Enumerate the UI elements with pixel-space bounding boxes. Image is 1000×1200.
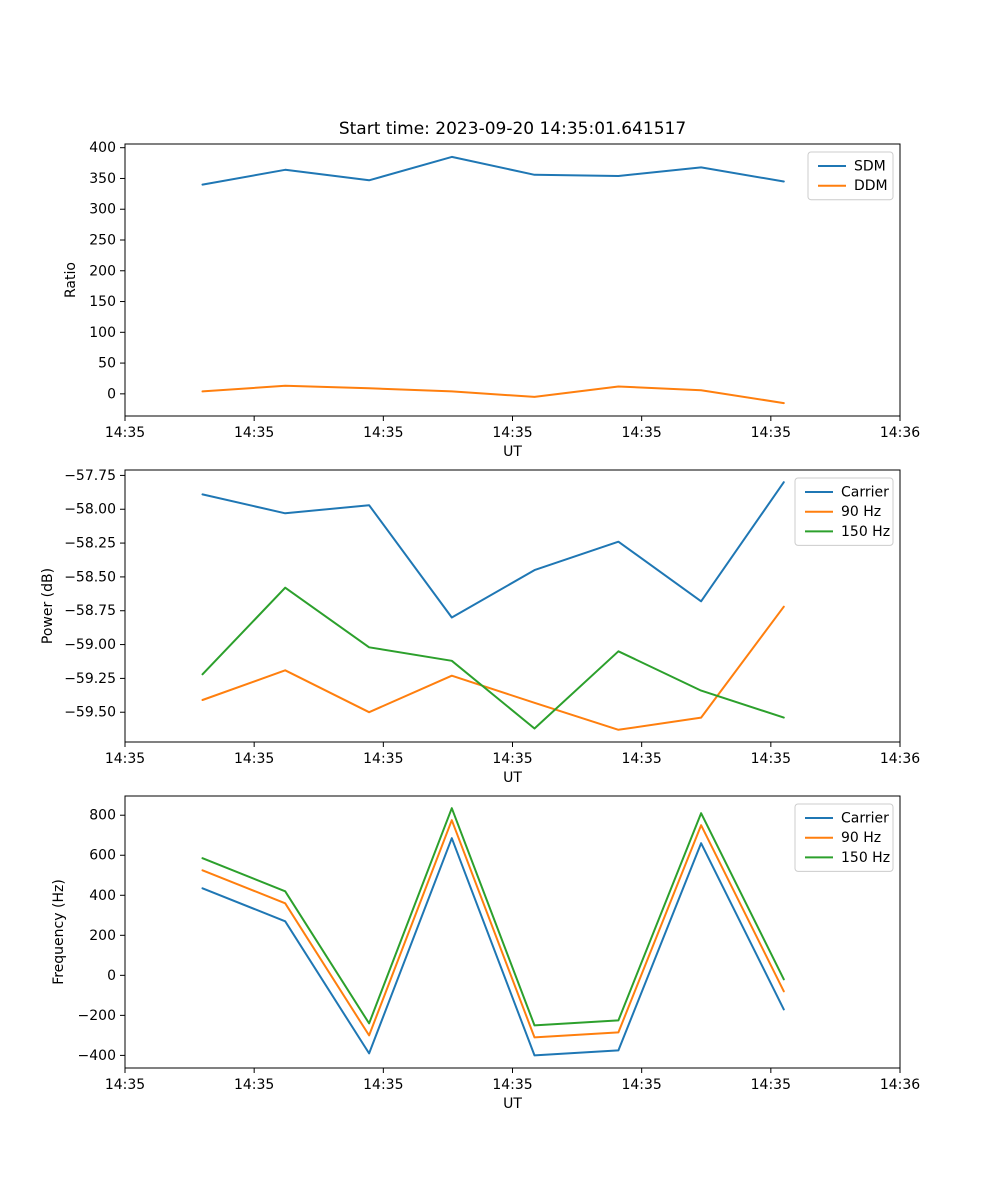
- y-axis-label: Frequency (Hz): [51, 879, 67, 985]
- y-tick-label: 250: [89, 233, 116, 249]
- y-tick-label: −58.50: [64, 569, 116, 585]
- legend-box: [794, 477, 894, 546]
- x-tick-label: 14:35: [751, 751, 791, 767]
- axes-frame: [124, 143, 901, 417]
- x-tick-label: 14:36: [880, 1077, 920, 1093]
- series-line-90-hz: [201, 605, 785, 731]
- legend: Carrier 90 Hz 150 Hz: [794, 477, 894, 546]
- y-tick-label: 100: [89, 325, 116, 341]
- series-line-150-hz: [201, 807, 785, 1027]
- series-line-carrier: [201, 837, 785, 1057]
- y-tick-label: 0: [107, 386, 116, 402]
- x-tick-label: 14:35: [492, 751, 532, 767]
- x-tick-label: 14:35: [751, 1077, 791, 1093]
- x-tick-label: 14:35: [105, 1077, 145, 1093]
- series-line-ddm: [201, 384, 785, 405]
- y-tick-label: −57.75: [64, 468, 116, 484]
- y-tick-label: 300: [89, 202, 116, 218]
- y-tick-label: −58.00: [64, 502, 116, 518]
- y-tick-label: −58.75: [64, 603, 116, 619]
- x-tick-label: 14:35: [492, 425, 532, 441]
- y-tick-label: 200: [89, 263, 116, 279]
- legend-label: 90 Hz: [841, 830, 881, 846]
- y-tick-label: −59.25: [64, 671, 116, 687]
- y-tick-label: −200: [78, 1008, 116, 1024]
- chart-frequency-hz: 14:35 14:35 14:35 14:35 14:35 14:35 14:36 UT −40…: [51, 795, 920, 1112]
- legend-box: [807, 151, 894, 201]
- chart-ratio: 14:35 14:35 14:35 14:35 14:35 14:35 14:36 UT 0 50…: [63, 140, 920, 460]
- x-tick-label: 14:35: [492, 1077, 532, 1093]
- x-tick-label: 14:36: [880, 751, 920, 767]
- legend: SDM DDM: [807, 151, 894, 201]
- legend-label: DDM: [854, 178, 888, 194]
- x-axis-label: UT: [503, 444, 522, 460]
- y-tick-label: 800: [89, 808, 116, 824]
- x-tick-label: 14:35: [105, 425, 145, 441]
- axes-frame: [124, 795, 901, 1069]
- y-tick-label: 0: [107, 968, 116, 984]
- x-tick-label: 14:35: [621, 425, 661, 441]
- chart-title: Start time: 2023-09-20 14:35:01.641517: [338, 119, 687, 139]
- y-axis-label: Power (dB): [40, 568, 56, 644]
- y-tick-label: 50: [98, 356, 116, 372]
- series-line-sdm: [201, 155, 785, 186]
- y-tick-label: 400: [89, 888, 116, 904]
- y-tick-label: −400: [78, 1048, 116, 1064]
- legend-box: [794, 803, 894, 872]
- y-tick-label: −59.50: [64, 705, 116, 721]
- y-tick-label: −58.25: [64, 536, 116, 552]
- x-tick-label: 14:35: [234, 751, 274, 767]
- x-tick-label: 14:35: [234, 425, 274, 441]
- legend-label: 150 Hz: [841, 850, 890, 866]
- x-tick-label: 14:36: [880, 425, 920, 441]
- legend-label: Carrier: [841, 485, 889, 501]
- chart-power-db: 14:35 14:35 14:35 14:35 14:35 14:35 14:36 UT −57…: [40, 468, 920, 786]
- y-tick-label: 200: [89, 928, 116, 944]
- x-tick-label: 14:35: [363, 425, 403, 441]
- x-tick-label: 14:35: [751, 425, 791, 441]
- legend-label: Carrier: [841, 811, 889, 827]
- series-line-90-hz: [201, 819, 785, 1039]
- series-line-carrier: [201, 481, 785, 619]
- y-tick-label: 350: [89, 171, 116, 187]
- y-tick-label: 400: [89, 140, 116, 156]
- x-tick-label: 14:35: [363, 751, 403, 767]
- y-tick-label: 150: [89, 294, 116, 310]
- x-tick-label: 14:35: [621, 1077, 661, 1093]
- legend-label: 90 Hz: [841, 504, 881, 520]
- legend-label: SDM: [854, 159, 886, 175]
- y-axis-label: Ratio: [63, 262, 79, 298]
- legend: Carrier 90 Hz 150 Hz: [794, 803, 894, 872]
- y-tick-label: 600: [89, 848, 116, 864]
- x-tick-label: 14:35: [363, 1077, 403, 1093]
- x-tick-label: 14:35: [234, 1077, 274, 1093]
- x-axis-label: UT: [503, 1096, 522, 1112]
- x-tick-label: 14:35: [105, 751, 145, 767]
- x-axis-label: UT: [503, 770, 522, 786]
- legend-label: 150 Hz: [841, 524, 890, 540]
- series-line-150-hz: [201, 586, 785, 730]
- y-tick-label: −59.00: [64, 637, 116, 653]
- x-tick-label: 14:35: [621, 751, 661, 767]
